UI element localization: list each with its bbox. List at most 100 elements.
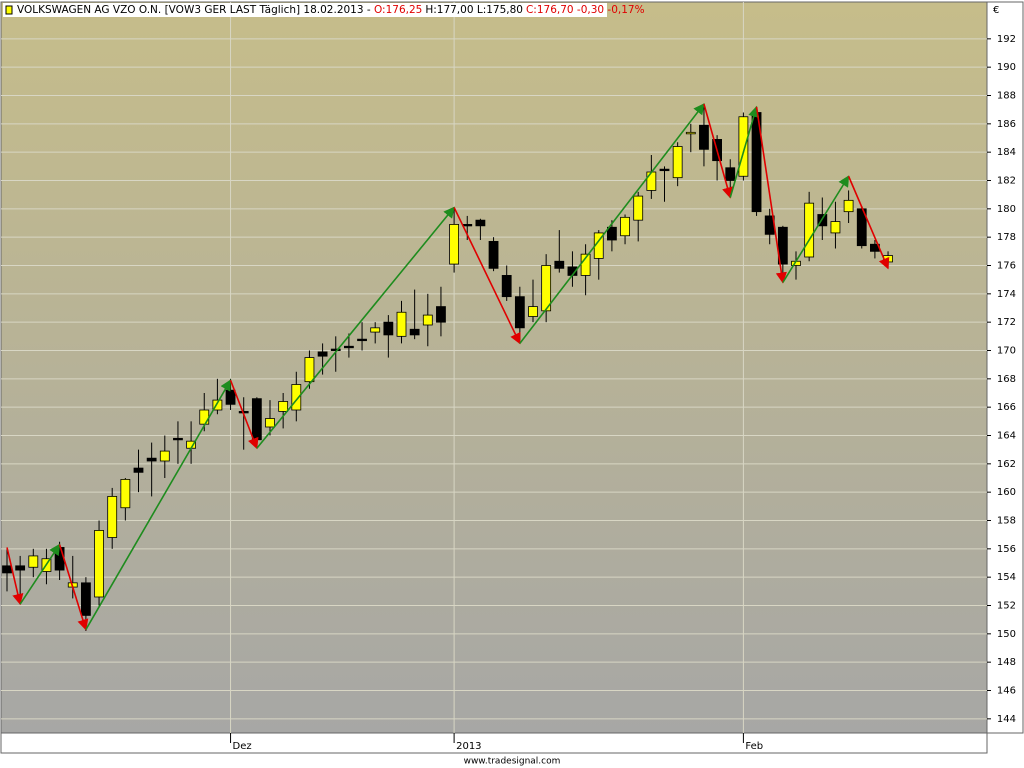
y-tick-label: 176 [997, 261, 1016, 272]
candle-body [28, 555, 39, 568]
y-tick-label: 148 [997, 657, 1016, 668]
plot-area [0, 1, 988, 734]
candle-body [107, 496, 118, 538]
candle-body [396, 311, 407, 337]
y-tick-label: 146 [997, 686, 1016, 697]
y-tick-label: 156 [997, 544, 1016, 555]
x-axis-panel [0, 732, 988, 754]
candle-body [357, 338, 367, 342]
header-part: VOLKSWAGEN AG VZO O.N. [VOW3 GER LAST Tä… [17, 4, 371, 16]
candle-body [15, 565, 26, 571]
candle-body [409, 328, 420, 336]
y-tick-label: 152 [997, 601, 1016, 612]
candle-body [159, 450, 170, 462]
y-tick-label: 162 [997, 459, 1016, 470]
y-axis-label: € [993, 5, 999, 16]
candle-body [383, 321, 394, 336]
candle-body [528, 306, 538, 317]
y-tick-label: 190 [997, 62, 1016, 73]
y-tick-label: 168 [997, 374, 1016, 385]
y-tick-label: 186 [997, 119, 1016, 130]
zigzag-segment [229, 379, 259, 450]
candle-body [317, 351, 328, 357]
x-tick-label: Feb [745, 741, 763, 752]
candle-body [304, 357, 315, 383]
candle-body [291, 384, 302, 411]
candle-body [278, 401, 289, 412]
zigzag-segment [847, 175, 890, 270]
candle-body [777, 226, 788, 265]
candle-body [646, 171, 657, 191]
candle-body [843, 199, 854, 213]
zigzag-segment [782, 175, 850, 283]
x-tick-label: Dez [233, 741, 252, 752]
y-tick-label: 144 [997, 714, 1016, 725]
candle-body [330, 348, 341, 351]
candle-body [501, 275, 512, 298]
zigzag-segment [58, 544, 89, 631]
candle-body [725, 167, 736, 181]
candle-body [173, 437, 183, 441]
y-tick-label: 158 [997, 516, 1016, 527]
y-tick-label: 166 [997, 402, 1016, 413]
y-tick-label: 184 [997, 147, 1016, 158]
candle-body [120, 479, 131, 509]
header-part: O:176,25 [374, 4, 422, 16]
axes: 144 146 148 150 152 154 156 158 160 162 164 166 168 1… [230, 34, 1016, 752]
y-tick-label: 188 [997, 91, 1016, 102]
y-tick-label: 150 [997, 629, 1016, 640]
candle-body [607, 226, 617, 241]
zigzag [6, 103, 890, 631]
candle-body [54, 547, 65, 571]
footer: www.tradesignal.com [464, 757, 561, 767]
candle-body [488, 241, 499, 269]
zigzag-segment [755, 106, 787, 284]
candle-body [265, 418, 275, 428]
candle-body [225, 389, 236, 405]
candle-body [514, 296, 525, 329]
candle-body [659, 168, 670, 172]
zigzag-segment [85, 379, 232, 630]
candle-body [449, 224, 460, 265]
header-box [3, 3, 607, 17]
candle-body [620, 216, 630, 237]
zigzag-segment [19, 543, 61, 605]
candle-body [830, 221, 841, 234]
zigzag-segment [453, 207, 521, 345]
candle-body [199, 409, 210, 425]
candle-body [94, 530, 104, 598]
y-tick-label: 164 [997, 431, 1016, 442]
candle-body [370, 327, 381, 333]
zigzag-segment [256, 206, 455, 449]
candle-body [343, 345, 354, 349]
y-tick-label: 160 [997, 487, 1016, 498]
header-icon [5, 5, 13, 15]
y-tick-label: 172 [997, 317, 1016, 328]
zigzag-segment [519, 103, 705, 344]
x-tick-label: 2013 [456, 741, 481, 752]
candle-body [475, 219, 486, 227]
header-part: H:177,00 L:175,80 [425, 4, 523, 16]
y-tick-label: 154 [997, 572, 1016, 583]
candle-body [212, 399, 223, 411]
candle-body [699, 124, 709, 150]
candle-body [554, 260, 565, 269]
zigzag-segment [729, 105, 760, 198]
candle-body [804, 202, 815, 258]
candle-body [541, 265, 552, 312]
candle-body [633, 195, 644, 221]
candle-body [422, 314, 433, 326]
y-tick-label: 174 [997, 289, 1016, 300]
y-tick-label: 178 [997, 232, 1016, 243]
y-tick-label: 170 [997, 346, 1016, 357]
candle-body [146, 457, 157, 462]
candle-body [436, 306, 446, 323]
candle-body [81, 582, 91, 616]
zigzag-segment [6, 547, 24, 606]
candle-body [2, 565, 12, 574]
candle-body [685, 131, 696, 135]
candle-body [462, 224, 473, 227]
y-tick-label: 180 [997, 204, 1016, 215]
